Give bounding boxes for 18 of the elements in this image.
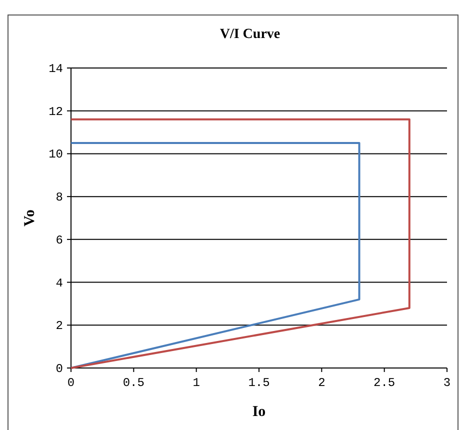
y-tick-label: 12 xyxy=(48,104,63,119)
y-axis-title: Vo xyxy=(22,210,38,226)
x-tick-label: 2.5 xyxy=(374,376,396,390)
y-tick-label: 4 xyxy=(56,276,63,290)
x-tick-label: 2 xyxy=(318,376,326,390)
y-tick-label: 14 xyxy=(48,62,63,76)
x-tick-label: 1.5 xyxy=(248,376,270,390)
y-tick-label: 8 xyxy=(56,190,63,205)
x-tick-label: 3 xyxy=(443,376,451,390)
y-tick-label: 2 xyxy=(56,319,63,334)
y-tick-label: 10 xyxy=(48,148,63,162)
x-tick-label: 0 xyxy=(67,376,75,390)
y-tick-label: 6 xyxy=(56,233,63,248)
y-tick-label: 0 xyxy=(56,362,63,376)
x-tick-label: 0.5 xyxy=(122,376,144,390)
x-axis-title: Io xyxy=(252,404,266,420)
chart-title: V/I Curve xyxy=(220,27,280,42)
x-tick-label: 1 xyxy=(192,376,200,390)
